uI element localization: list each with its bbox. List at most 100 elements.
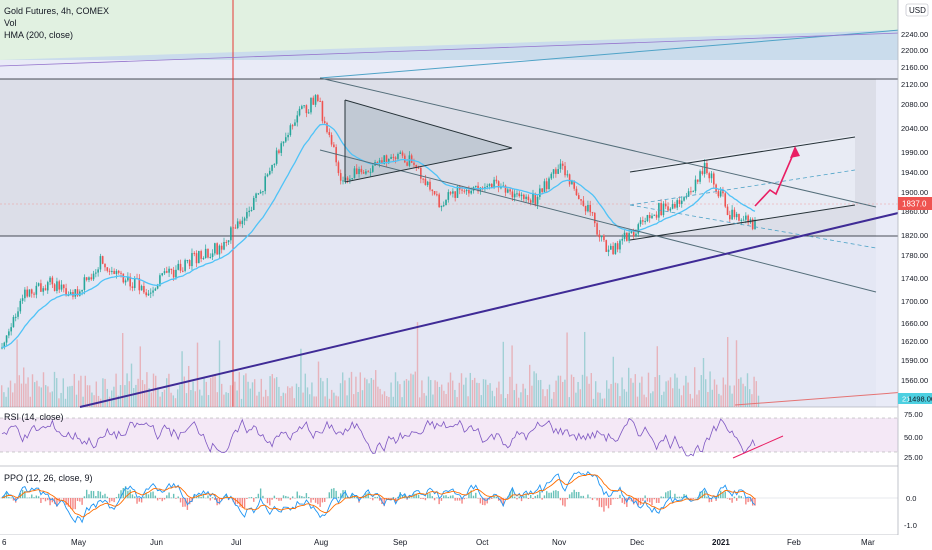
candle-body: [310, 97, 312, 113]
volume-bar: [546, 389, 548, 407]
candle-body: [95, 272, 97, 274]
volume-bar: [412, 374, 414, 407]
volume-bar: [302, 392, 304, 407]
volume-bar: [540, 379, 542, 407]
ppo-histogram-bar: [665, 492, 667, 499]
time-tick-label: Sep: [393, 538, 408, 547]
candle-body: [545, 181, 548, 190]
candle-body: [291, 125, 294, 127]
volume-bar: [685, 375, 687, 407]
volume-bar: [713, 379, 716, 407]
candle-body: [369, 171, 372, 173]
candle-body: [138, 278, 141, 291]
candle-body: [179, 263, 182, 271]
price-tick-label: 1660.00: [901, 319, 928, 328]
candle-body: [717, 191, 720, 197]
candle-body: [46, 282, 49, 291]
forecast-arrow-head: [790, 146, 800, 158]
candle-body: [511, 191, 514, 198]
candle-body: [692, 191, 695, 193]
ppo-histogram-bar: [415, 493, 417, 499]
ppo-histogram-bar: [562, 498, 564, 506]
candle-body: [399, 152, 402, 154]
volume-bar: [84, 375, 86, 407]
volume-bar: [36, 380, 38, 407]
candle-body: [209, 256, 212, 258]
candle-body: [596, 223, 598, 235]
candle-body: [582, 200, 585, 206]
price-tick-label: 1940.00: [901, 168, 928, 177]
ppo-tick-label: -1.0: [904, 521, 917, 530]
candle-body: [708, 173, 711, 179]
volume-bar: [348, 377, 350, 407]
volume-bar: [599, 392, 601, 407]
candle-body: [422, 178, 424, 180]
ppo-histogram-bar: [124, 486, 127, 499]
volume-bar: [27, 377, 29, 407]
volume-bar: [687, 382, 689, 407]
candle-body: [733, 209, 736, 218]
volume-bar: [89, 385, 91, 407]
volume-bar: [597, 392, 599, 407]
volume-bar: [731, 393, 733, 407]
candle-body: [495, 179, 498, 182]
ppo-histogram-bar: [724, 491, 726, 499]
ppo-histogram-bar: [397, 496, 399, 499]
ppo-histogram-bar: [534, 495, 536, 499]
ppo-histogram-bar: [699, 491, 701, 499]
candle-body: [285, 137, 287, 142]
volume-bar: [133, 388, 135, 407]
volume-bar: [366, 379, 368, 407]
ppo-histogram-bar: [321, 498, 324, 503]
candle-body: [129, 276, 131, 287]
ppo-histogram-bar: [621, 498, 623, 503]
volume-bar: [23, 367, 25, 407]
ppo-histogram-bar: [255, 497, 257, 499]
candle-body: [385, 155, 388, 164]
candle-body: [328, 132, 331, 136]
volume-bar: [610, 383, 612, 407]
candle-body: [257, 193, 260, 195]
candle-body: [571, 180, 573, 185]
candle-body: [626, 232, 628, 241]
candle-body: [696, 179, 699, 182]
volume-bar: [62, 378, 64, 407]
volume-bar: [157, 387, 159, 407]
volume-bar: [586, 376, 588, 407]
ppo-histogram-bar: [582, 495, 585, 499]
ppo-histogram-bar: [644, 495, 646, 499]
volume-bar: [452, 380, 454, 407]
candle-body: [161, 273, 164, 276]
rising-channel-mid: [629, 169, 856, 206]
ppo-histogram-bar: [232, 498, 234, 502]
volume-bar: [425, 395, 427, 407]
volume-bar: [245, 373, 247, 407]
candle-body: [65, 288, 67, 296]
candle-body: [557, 169, 559, 174]
ppo-histogram-bar: [459, 498, 461, 501]
ppo-histogram-bar: [159, 498, 161, 500]
volume-bar: [386, 396, 388, 407]
ppo-histogram-bar: [102, 495, 104, 499]
volume-bar: [652, 391, 654, 407]
volume-bar: [399, 384, 401, 407]
volume-bar: [557, 375, 559, 407]
volume-bar: [254, 379, 256, 407]
ppo-histogram-bar: [243, 498, 246, 509]
candle-body: [719, 191, 722, 197]
ppo-histogram-bar: [530, 494, 532, 499]
candle-body: [115, 270, 118, 275]
ppo-histogram-bar: [351, 493, 353, 499]
candle-body: [42, 288, 44, 292]
volume-bar: [592, 398, 595, 407]
volume-bar: [612, 356, 614, 407]
rsi-legend: RSI (14, close): [4, 411, 64, 423]
ppo-histogram-bar: [99, 491, 102, 499]
price-tick-label: 2120.00: [901, 80, 928, 89]
ppo-histogram-bar: [188, 498, 191, 505]
candle-body: [513, 193, 516, 198]
ppo-histogram-bar: [557, 491, 559, 499]
ppo-histogram-bar: [747, 498, 749, 503]
ppo-histogram-bar: [51, 498, 54, 503]
candle-body: [577, 195, 580, 200]
